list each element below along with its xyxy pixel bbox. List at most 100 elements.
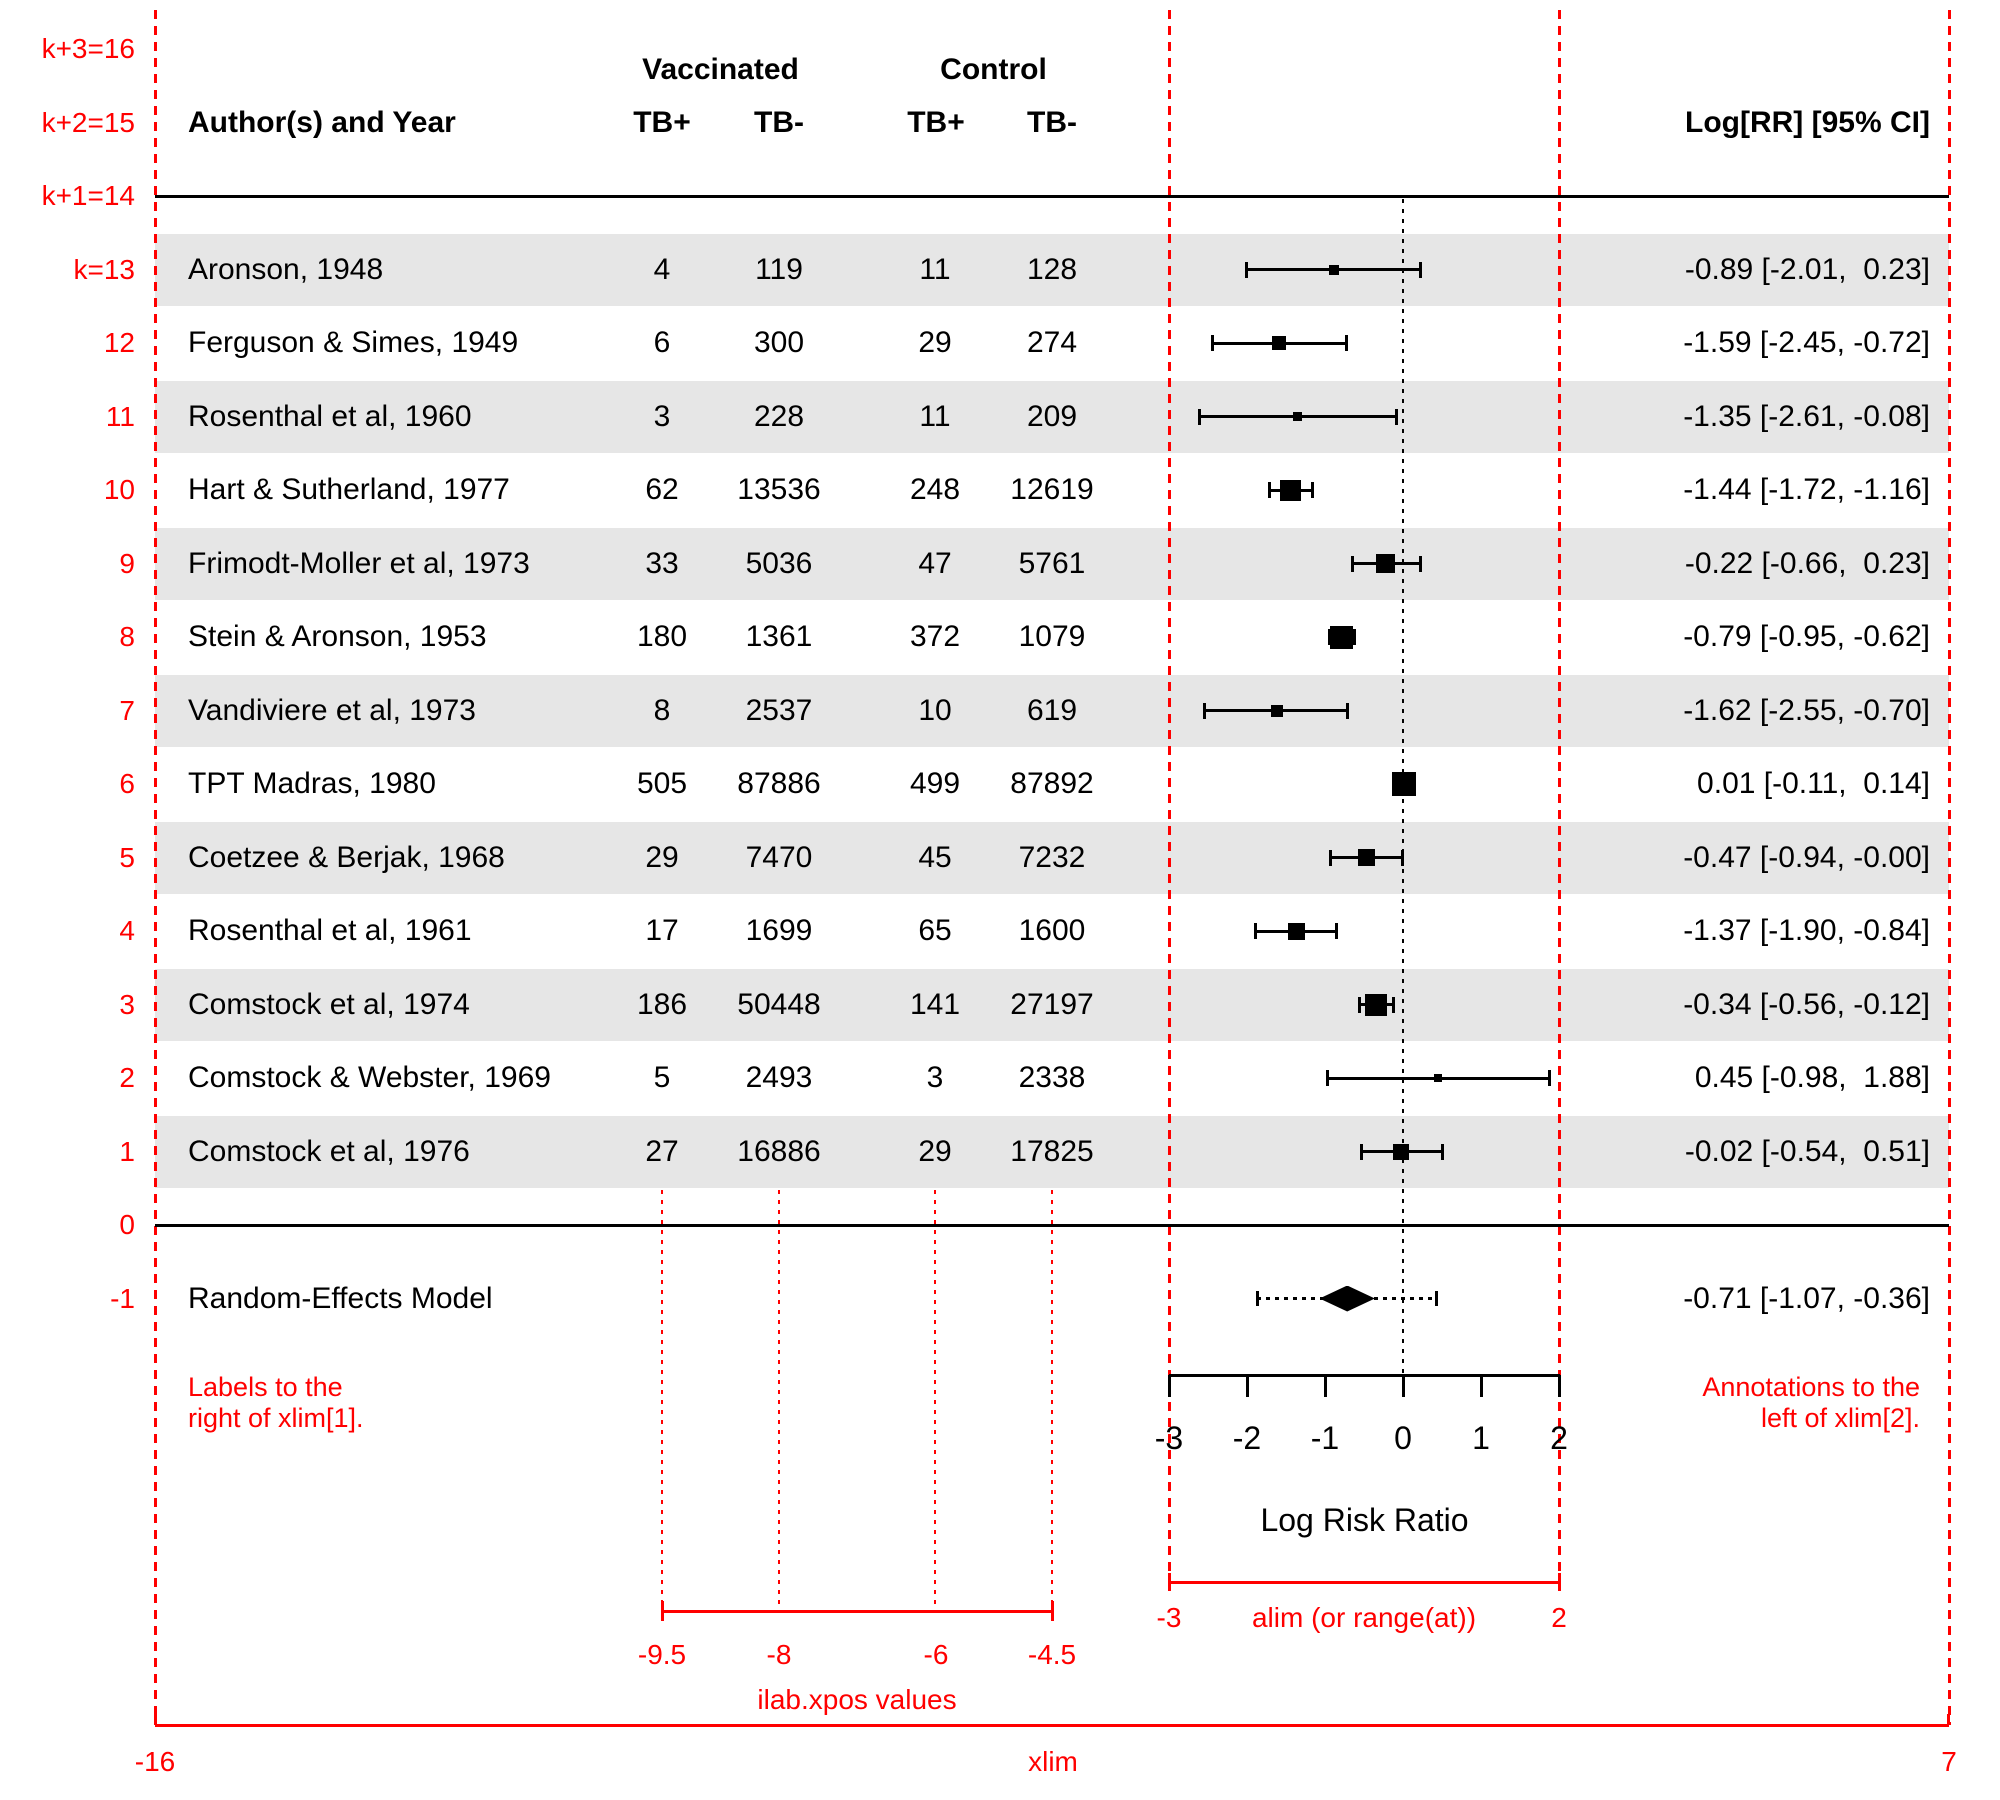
study-annotation: -0.02 [-0.54, 0.51] [1684,1134,1930,1168]
col-header-tb-neg-vaccinated: TB- [754,106,804,139]
ci-cap-left [1198,408,1202,425]
study-author-label: Comstock & Webster, 1969 [188,1061,551,1094]
study-author-label: Aronson, 1948 [188,252,384,286]
right-note-line-1: Annotations to the [1702,1372,1920,1402]
effect-estimate-square [1270,704,1283,717]
ci-cap-right [1310,482,1314,498]
row-number-label: 12 [103,327,135,358]
row-number-label: 3 [119,988,135,1020]
row-number-label: 7 [119,694,135,726]
row-number-label: 9 [119,547,135,579]
study-ilab-value: 17825 [1010,1134,1094,1168]
row-number-label: 5 [119,841,135,873]
x-axis-tick [1167,1375,1171,1397]
study-author-label: Rosenthal et al, 1961 [188,914,472,947]
study-ilab-value: 8 [653,693,671,727]
study-author-label: Frimodt-Moller et al, 1973 [188,546,530,580]
study-ilab-value: 300 [753,326,805,359]
ilab-xpos-guide-line [934,1190,936,1611]
effect-estimate-square [1280,479,1302,501]
xlim-axis-right-tick [1947,1714,1950,1725]
group-header-vaccinated: Vaccinated [642,53,799,86]
study-ilab-value: 1361 [745,620,813,653]
ci-cap-left [1359,1143,1363,1160]
study-annotation: -1.37 [-1.90, -0.84] [1683,914,1930,947]
study-author-label: Hart & Sutherland, 1977 [188,473,510,506]
left-note-line-2: right of xlim[1]. [188,1403,364,1433]
row-shading-band [155,968,1949,1041]
study-annotation: -0.22 [-0.66, 0.23] [1684,546,1930,580]
study-ilab-value: 17 [645,914,679,947]
study-ilab-value: 10 [918,693,952,727]
alim-axis-label: alim (or range(at)) [1251,1602,1477,1633]
x-axis-line [1169,1374,1560,1377]
row-shading-band [155,233,1949,306]
study-ilab-value: 209 [1026,399,1078,433]
header-rule [155,195,1949,198]
study-ilab-value: 180 [636,620,688,653]
study-ilab-value: 1600 [1018,914,1086,947]
study-ilab-value: 29 [645,840,679,874]
ci-cap-left [1267,482,1271,498]
ci-cap-left [1203,702,1207,719]
alim-axis-right-tick [1558,1573,1561,1591]
study-ilab-value: 7232 [1018,840,1086,874]
xlim-axis-line [155,1724,1949,1727]
row-number-label: 2 [119,1062,135,1093]
x-axis-tick-label: 0 [1394,1420,1412,1456]
x-axis-tick-label: -3 [1154,1420,1184,1456]
row-number-label: 4 [119,915,135,946]
ilab-tick-label-2: -8 [766,1639,792,1670]
row-number-label: 1 [119,1135,135,1167]
x-axis-tick-label: -2 [1232,1420,1262,1456]
effect-estimate-square [1293,412,1303,421]
ci-cap-right [1344,335,1348,351]
effect-estimate-square [1357,849,1375,866]
study-ilab-value: 505 [636,767,688,800]
study-annotation: 0.45 [-0.98, 1.88] [1686,1061,1930,1094]
xlim-alim-guide-line [1558,10,1561,1582]
effect-estimate-square [1287,922,1305,940]
study-ilab-value: 2537 [745,693,813,727]
study-ilab-value: 119 [755,252,803,286]
ilab-axis-right-tick [1051,1601,1054,1621]
ci-cap-left [1253,923,1257,939]
ci-cap-right [1352,629,1356,645]
study-ilab-value: 12619 [1010,473,1094,506]
effect-estimate-square [1393,1143,1410,1160]
study-ilab-value: 5 [653,1061,671,1094]
study-ilab-value: 7470 [745,840,813,874]
study-ilab-value: 2338 [1018,1061,1086,1094]
study-ilab-value: 274 [1026,326,1078,359]
study-ilab-value: 228 [753,399,805,433]
ilab-xpos-guide-line [1051,1190,1053,1611]
study-annotation: -0.79 [-0.95, -0.62] [1683,620,1930,653]
row-number-label: k+3=16 [41,33,135,64]
ci-cap-left [1325,1070,1329,1086]
row-number-label: k+2=15 [41,106,135,138]
ilab-tick-label-3: -6 [923,1639,949,1670]
study-author-label: Coetzee & Berjak, 1968 [188,840,505,874]
study-ilab-value: 11 [919,399,951,433]
effect-estimate-square [1271,336,1286,350]
ci-cap-left [1327,629,1331,645]
summary-annotation: -0.71 [-1.07, -0.36] [1683,1281,1930,1315]
study-ilab-value: 45 [918,840,952,874]
study-ilab-value: 16886 [737,1134,821,1168]
ilab-xpos-guide-line [778,1190,780,1611]
alim-left-label: -3 [1156,1602,1182,1633]
ilab-xpos-guide-line [661,1190,663,1611]
ci-cap-right [1418,261,1422,278]
xlim-alim-guide-line [154,10,157,1725]
alim-axis-line [1169,1581,1560,1584]
x-axis-tick [1401,1375,1405,1397]
study-annotation: -0.34 [-0.56, -0.12] [1683,987,1930,1021]
study-ilab-value: 1699 [745,914,813,947]
col-header-tb-pos-control: TB+ [907,106,965,139]
study-ilab-value: 5761 [1018,546,1086,580]
row-shading-band [155,527,1949,600]
prediction-interval-cap-right [1435,1290,1439,1306]
study-ilab-value: 65 [918,914,952,947]
study-ilab-value: 372 [909,620,961,653]
